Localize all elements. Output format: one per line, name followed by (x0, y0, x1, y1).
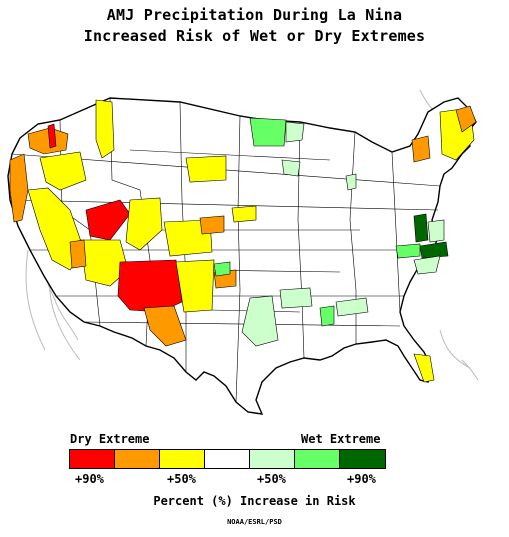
region-wet-70-minnesota (249, 117, 287, 147)
region-dry-70-new-york (411, 135, 431, 163)
region-dry-50-pacific-nw (39, 151, 87, 191)
dry-extreme-regions (9, 99, 477, 383)
region-dry-70-west-texas (143, 305, 187, 347)
region-dry-90-oregon (47, 123, 57, 149)
region-wet-90-virginia (413, 213, 429, 243)
region-dry-50-colorado (163, 219, 213, 257)
region-wet-50-mississippi (279, 287, 313, 309)
region-dry-70-arizona-west (69, 239, 87, 269)
wet-extreme-regions (213, 117, 449, 347)
legend-tick-wet-90: +90% (347, 472, 376, 486)
legend-swatch-wet-50 (250, 450, 295, 468)
legend-tick-dry-50: +50% (167, 472, 196, 486)
region-dry-70-colorado (199, 215, 225, 235)
region-dry-70-maine-coast (455, 105, 477, 133)
region-wet-90-north-carolina (419, 241, 449, 259)
legend-dry-extreme-label: Dry Extreme (70, 432, 150, 446)
region-wet-50-iowa (281, 159, 301, 177)
legend-caption: Percent (%) Increase in Risk (153, 494, 356, 508)
region-dry-50-florida (413, 353, 435, 383)
region-dry-50-kansas (231, 205, 257, 223)
legend-tick-wet-50: +50% (257, 472, 286, 486)
map-title-line-1: AMJ Precipitation During La Nina (106, 6, 403, 24)
region-wet-70-oklahoma (213, 261, 231, 277)
region-dry-50-idaho (95, 99, 115, 159)
region-wet-50-east-texas (241, 295, 279, 347)
legend-swatch-no-signal (205, 450, 250, 468)
legend-swatch-wet-90 (340, 450, 385, 468)
legend-wet-extreme-label: Wet Extreme (301, 432, 381, 446)
legend-swatch-dry-90 (70, 450, 115, 468)
region-dry-50-wyoming (185, 155, 227, 183)
region-dry-50-utah (125, 197, 163, 251)
region-wet-50-carolina-coast (413, 255, 441, 275)
region-wet-50-minnesota (285, 121, 305, 143)
legend-tick-dry-90: +90% (75, 472, 104, 486)
credit-line: NOAA/ESRL/PSD (227, 518, 282, 526)
region-dry-70-california-coast (9, 153, 29, 223)
us-climate-division-map (7, 89, 479, 415)
region-dry-50-new-mexico-east (175, 259, 215, 313)
legend-swatch-wet-70 (295, 450, 340, 468)
region-wet-50-ohio (345, 173, 357, 191)
region-dry-90-new-mexico (117, 259, 183, 313)
region-wet-70-louisiana (319, 305, 335, 327)
region-wet-70-north-carolina (395, 243, 421, 259)
map-title-line-2: Increased Risk of Wet or Dry Extremes (83, 27, 426, 45)
region-dry-90-nevada-utah (85, 199, 131, 241)
legend-color-bar (69, 449, 386, 469)
legend-swatch-dry-50 (160, 450, 205, 468)
region-wet-50-alabama (335, 297, 369, 317)
legend-swatch-dry-70 (115, 450, 160, 468)
region-wet-50-virginia-east (427, 219, 445, 243)
